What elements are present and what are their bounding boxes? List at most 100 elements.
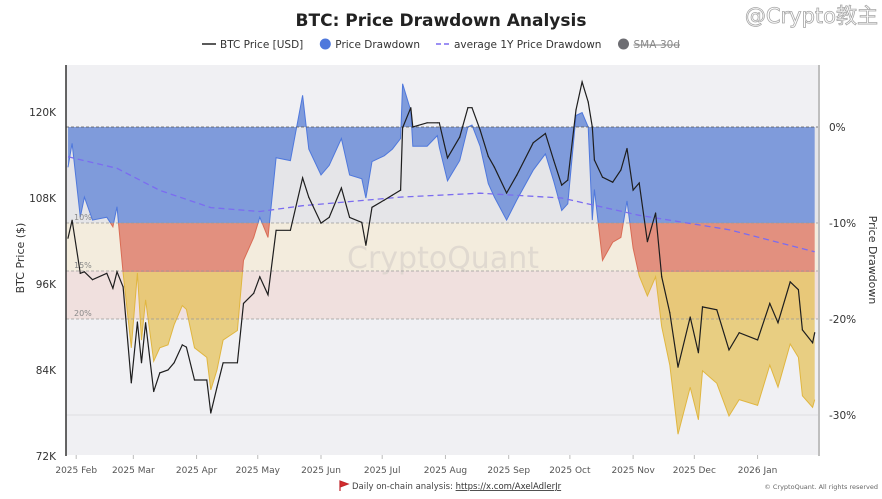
- btc-price-point: [410, 107, 412, 109]
- btc-price-point: [506, 192, 508, 194]
- btc-price-point: [479, 129, 481, 131]
- y-right-tick: -20%: [829, 314, 856, 326]
- btc-price-point: [253, 292, 255, 294]
- legend-label: Price Drawdown: [335, 39, 420, 51]
- btc-price-point: [130, 382, 132, 384]
- chart-title: BTC: Price Drawdown Analysis: [296, 11, 587, 31]
- btc-price-point: [812, 342, 814, 344]
- btc-price-point: [797, 289, 800, 291]
- btc-price-point: [655, 212, 657, 214]
- x-tick-label: 2025 Apr: [176, 466, 218, 476]
- btc-price-point: [446, 157, 449, 159]
- btc-price-point: [638, 182, 640, 184]
- legend-item-0[interactable]: BTC Price [USD]: [202, 39, 303, 51]
- legend-item-1[interactable]: Price Drawdown: [319, 38, 420, 52]
- legend-label: SMA-30d: [634, 39, 681, 51]
- btc-price-point: [91, 279, 94, 281]
- avg-1y-drawdown-line: [67, 156, 815, 253]
- btc-price-point: [402, 127, 404, 129]
- btc-price-point: [493, 166, 495, 168]
- y-left-tick: 72K: [36, 451, 57, 463]
- y-axis-right-label: Price Drawdown: [866, 216, 879, 305]
- btc-price-point: [575, 109, 577, 111]
- btc-price-point: [210, 412, 212, 414]
- btc-price-point: [620, 169, 622, 171]
- footer: Daily on-chain analysis: https://x.com/A…: [339, 480, 878, 492]
- band-label-20: 20%: [74, 309, 92, 318]
- btc-price-point: [185, 346, 187, 348]
- btc-price-point: [612, 181, 614, 183]
- btc-price-point: [79, 272, 81, 274]
- btc-price-point: [71, 219, 73, 221]
- btc-price-point: [371, 206, 373, 208]
- btc-price-point: [106, 272, 108, 274]
- x-tick-label: 2025 Jul: [364, 466, 401, 476]
- btc-price-point: [426, 122, 428, 124]
- btc-price-point: [567, 179, 569, 181]
- btc-price-point: [159, 372, 161, 374]
- btc-price-point: [206, 379, 208, 381]
- btc-price-point: [587, 101, 589, 103]
- btc-price-point: [349, 216, 351, 218]
- btc-price-point: [136, 321, 138, 323]
- btc-price-point: [83, 271, 85, 273]
- btc-price-point: [738, 332, 740, 334]
- footer-text: Daily on-chain analysis: https://x.com/A…: [352, 482, 562, 492]
- btc-price-point: [789, 281, 791, 283]
- btc-price-point: [632, 189, 634, 191]
- btc-price-point: [459, 136, 461, 138]
- y-left-tick: 96K: [36, 279, 57, 291]
- btc-price-point: [365, 244, 367, 246]
- y-right-tick: -10%: [829, 218, 856, 230]
- band-label-10: 10%: [74, 213, 92, 222]
- btc-price-point: [716, 309, 718, 311]
- x-tick-label: 2025 Feb: [55, 466, 97, 476]
- legend-item-3[interactable]: SMA-30d: [618, 38, 681, 52]
- legend-item-2[interactable]: average 1Y Price Drawdown: [436, 39, 601, 51]
- btc-price-point: [814, 332, 816, 334]
- btc-price-point: [801, 329, 804, 331]
- btc-price-point: [661, 276, 663, 278]
- btc-price-point: [532, 142, 534, 144]
- btc-price-point: [467, 107, 469, 109]
- btc-price-point: [487, 155, 489, 157]
- x-tick-label: 2026 Jan: [738, 466, 778, 476]
- btc-price-point: [561, 184, 563, 186]
- btc-price-point: [193, 379, 196, 381]
- btc-price-point: [173, 362, 175, 364]
- btc-price-point: [412, 126, 414, 128]
- btc-price-point: [328, 216, 330, 218]
- btc-price-point: [769, 302, 771, 304]
- y-axis-left-label: BTC Price ($): [14, 223, 27, 294]
- x-tick-label: 2025 May: [236, 466, 281, 476]
- btc-price-point: [167, 369, 169, 371]
- x-tick-label: 2025 Oct: [549, 466, 591, 476]
- footer-link[interactable]: https://x.com/AxelAdlerJr: [456, 482, 562, 492]
- copyright: © CryptoQuant. All rights reserved: [764, 483, 878, 491]
- legend-label: BTC Price [USD]: [220, 39, 303, 51]
- btc-price-point: [340, 187, 342, 189]
- btc-price-point: [259, 276, 261, 278]
- btc-price-point: [320, 222, 322, 224]
- drawdown-edge-yellow: [122, 272, 816, 435]
- btc-price-point: [181, 344, 183, 346]
- y-right-tick: -30%: [829, 410, 856, 422]
- btc-price-point: [140, 362, 143, 364]
- y-left-tick: 84K: [36, 365, 57, 377]
- btc-price-point: [289, 229, 291, 231]
- btc-price-point: [677, 366, 679, 368]
- legend: BTC Price [USD] Price Drawdown average 1Y …: [202, 38, 681, 52]
- btc-price-point: [116, 271, 118, 273]
- btc-price-point: [216, 386, 218, 388]
- btc-price-point: [436, 122, 438, 124]
- axes: 120K 108K 96K 84K 72K 0% -10% -20% -30% 2025 Feb 2…: [29, 107, 856, 476]
- btc-price-point: [697, 352, 700, 354]
- legend-dot-icon: [618, 38, 629, 50]
- btc-price-point: [689, 316, 691, 318]
- y-left-tick: 108K: [29, 193, 57, 205]
- footer-prefix: Daily on-chain analysis:: [352, 482, 456, 492]
- btc-price-point: [122, 286, 124, 288]
- btc-price-point: [701, 306, 704, 308]
- btc-price-point: [601, 176, 604, 178]
